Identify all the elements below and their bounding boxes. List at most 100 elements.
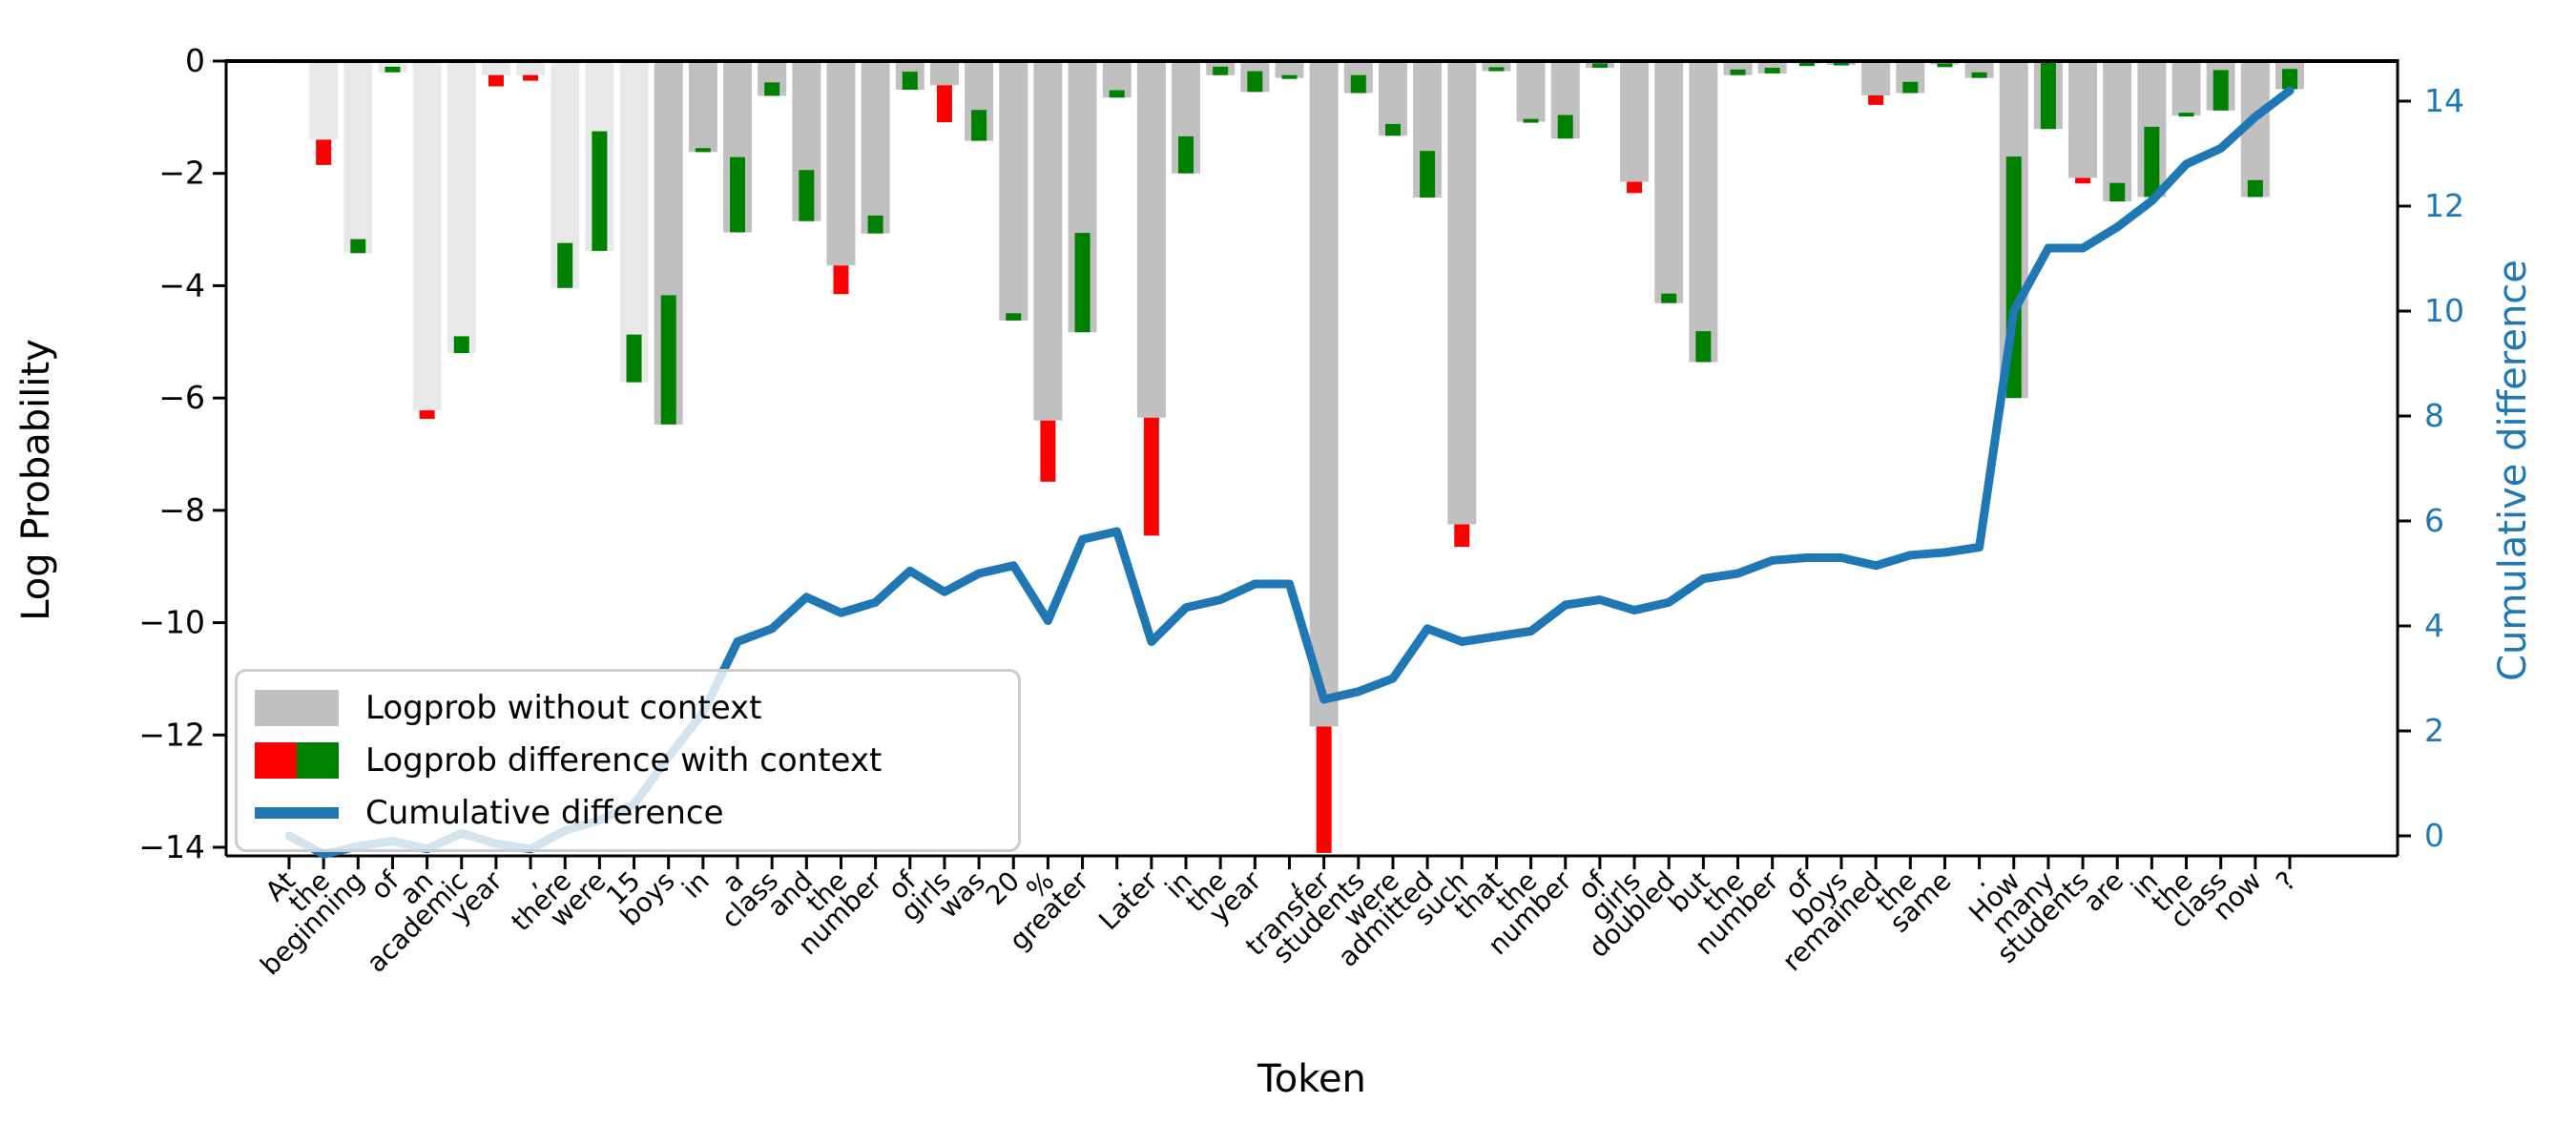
- bar-without-context: [1516, 61, 1546, 122]
- y-tick-label-right: 4: [2424, 607, 2444, 644]
- bar-diff-with-context: [971, 110, 987, 141]
- bar-diff-with-context: [902, 72, 918, 91]
- bar-without-context: [412, 61, 442, 411]
- x-tick-label: ?: [2270, 865, 2302, 898]
- bar-diff-with-context: [867, 215, 883, 234]
- bar-without-context: [516, 61, 546, 75]
- bar-diff-with-context: [1178, 135, 1195, 174]
- bar-diff-with-context: [833, 265, 849, 295]
- y-tick-label-left: −12: [138, 716, 205, 753]
- bar-diff-with-context: [1764, 68, 1780, 73]
- y-tick-label-right: 14: [2424, 82, 2464, 119]
- bar-without-context: [1275, 61, 1304, 78]
- bar-diff-with-context: [1868, 94, 1884, 105]
- bar-without-context: [999, 61, 1028, 321]
- y-axis-label-right: Cumulative difference: [2491, 260, 2535, 681]
- bar-diff-with-context: [1730, 69, 1746, 75]
- bar-diff-with-context: [1971, 72, 1987, 78]
- bar-without-context: [619, 61, 649, 383]
- y-tick-label-left: 0: [185, 42, 205, 79]
- bar-diff-with-context: [1350, 74, 1366, 94]
- bar-diff-with-context: [1695, 331, 1712, 363]
- bar-diff-with-context: [1833, 61, 1849, 66]
- bar-without-context: [481, 61, 510, 75]
- bar-diff-with-context: [2144, 126, 2160, 198]
- bar-diff-with-context: [2109, 182, 2126, 202]
- legend-row-difference: Logprob difference with context: [255, 736, 1001, 785]
- bar-diff-with-context: [2178, 113, 2194, 117]
- bar-without-context: [2068, 61, 2098, 178]
- bar-without-context: [861, 61, 890, 234]
- bar-without-context: [1482, 61, 1511, 72]
- bar-diff-with-context: [453, 336, 469, 354]
- y-tick-label-right: 2: [2424, 712, 2444, 749]
- bar-diff-with-context: [592, 131, 608, 251]
- bar-diff-with-context: [1213, 66, 1229, 75]
- bar-diff-with-context: [488, 74, 504, 87]
- x-tick-label: in: [675, 865, 715, 905]
- bar-diff-with-context: [2212, 70, 2229, 111]
- bar-without-context: [309, 61, 339, 140]
- gray-bar-swatch-icon: [255, 689, 339, 726]
- legend-row-without-context: Logprob without context: [255, 683, 1001, 733]
- x-axis-label: Token: [1257, 1057, 1366, 1101]
- bar-without-context: [688, 61, 717, 153]
- bar-diff-with-context: [1006, 313, 1022, 321]
- bar-without-context: [1309, 61, 1339, 727]
- bar-without-context: [1861, 61, 1891, 95]
- bar-diff-with-context: [2075, 177, 2091, 184]
- bar-diff-with-context: [1627, 181, 1643, 194]
- bar-diff-with-context: [1420, 151, 1436, 198]
- chart-legend: Logprob without context Logprob differen…: [235, 669, 1021, 852]
- bar-diff-with-context: [626, 334, 642, 383]
- y-tick-label-left: −8: [158, 491, 205, 529]
- bar-without-context: [447, 61, 476, 354]
- bar-diff-with-context: [384, 66, 401, 73]
- bar-diff-with-context: [1902, 81, 1919, 94]
- bar-diff-with-context: [1557, 114, 1573, 139]
- y-tick-label-right: 8: [2424, 397, 2444, 434]
- bar-diff-with-context: [2281, 69, 2297, 90]
- bar-diff-with-context: [1591, 63, 1608, 69]
- x-tick-label: 20: [980, 865, 1027, 912]
- bar-diff-with-context: [730, 156, 746, 233]
- legend-label: Logprob without context: [365, 688, 762, 727]
- legend-label: Logprob difference with context: [365, 740, 883, 780]
- bar-diff-with-context: [764, 82, 780, 96]
- bar-diff-with-context: [316, 139, 332, 165]
- bar-diff-with-context: [799, 170, 815, 221]
- bar-diff-with-context: [1937, 63, 1953, 68]
- y-tick-label-right: 10: [2424, 292, 2464, 329]
- bar-without-context: [929, 61, 959, 86]
- y-tick-label-left: −4: [158, 266, 205, 303]
- y-tick-label-right: 0: [2424, 817, 2444, 854]
- bar-without-context: [1378, 61, 1407, 136]
- y-tick-label-left: −10: [138, 604, 205, 641]
- bar-diff-with-context: [523, 74, 539, 81]
- legend-label: Cumulative difference: [365, 794, 724, 833]
- bar-diff-with-context: [660, 295, 676, 425]
- bar-without-context: [826, 61, 856, 266]
- bar-diff-with-context: [1074, 233, 1091, 333]
- bar-diff-with-context: [557, 242, 573, 288]
- blue-line-swatch-icon: [255, 807, 339, 820]
- y-tick-label-left: −2: [158, 155, 205, 192]
- bar-diff-with-context: [1798, 62, 1815, 67]
- bar-diff-with-context: [1316, 726, 1332, 853]
- y-tick-label-left: −6: [158, 379, 205, 416]
- legend-row-cumulative: Cumulative difference: [255, 788, 1001, 838]
- bar-without-context: [1447, 61, 1477, 525]
- bar-diff-with-context: [936, 85, 952, 123]
- bar-diff-with-context: [350, 239, 366, 254]
- bar-without-context: [1033, 61, 1063, 421]
- bar-diff-with-context: [1281, 74, 1298, 79]
- bar-diff-with-context: [1143, 417, 1159, 536]
- x-tick-label: Later: [1092, 864, 1164, 936]
- bar-without-context: [1136, 61, 1166, 418]
- bar-without-context: [1689, 61, 1718, 363]
- bar-diff-with-context: [2040, 62, 2056, 130]
- bar-diff-with-context: [1109, 90, 1125, 98]
- bar-diff-with-context: [2247, 179, 2263, 198]
